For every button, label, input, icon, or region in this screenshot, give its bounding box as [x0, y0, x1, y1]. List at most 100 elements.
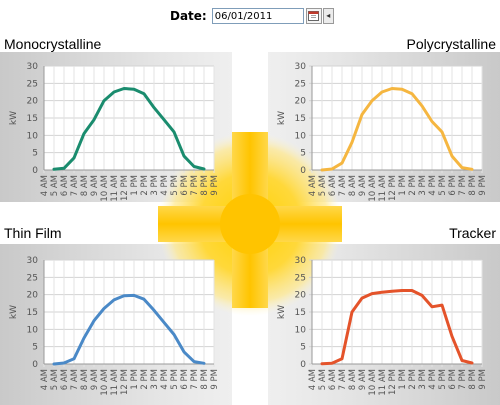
- x-tick-label: 12 PM: [388, 175, 398, 201]
- date-input[interactable]: [211, 8, 304, 24]
- y-tick-label: 5: [32, 149, 38, 159]
- x-tick-label: 6 PM: [180, 369, 190, 390]
- y-tick-label: 0: [300, 360, 306, 370]
- y-tick-label: 20: [295, 291, 307, 301]
- date-label: Date:: [170, 9, 207, 23]
- x-tick-label: 10 AM: [368, 175, 378, 202]
- x-tick-label: 5 PM: [438, 369, 448, 390]
- x-tick-label: 1 PM: [130, 175, 140, 196]
- monocrystalline-chart: 0 5 10 15 20 25 30 4 AM 5 AM 6 AM 7 AM 8 AM 9 AM 10 A…: [9, 62, 220, 202]
- y-tick-label: 10: [295, 131, 307, 141]
- x-tick-label: 6 AM: [60, 175, 70, 196]
- x-tick-label: 2 PM: [408, 175, 418, 196]
- previous-date-button[interactable]: ◂: [322, 8, 334, 24]
- x-tick-label: 2 PM: [140, 175, 150, 196]
- y-tick-label: 25: [27, 79, 38, 89]
- x-tick-label: 6 PM: [448, 369, 458, 390]
- x-tick-label: 7 PM: [190, 369, 200, 390]
- x-tick-label: 9 PM: [210, 369, 220, 390]
- y-tick-label: 30: [295, 256, 307, 266]
- x-tick-label: 3 PM: [150, 369, 160, 390]
- x-tick-label: 5 AM: [50, 369, 60, 390]
- y-tick-label: 25: [27, 273, 38, 283]
- series-line: [320, 87, 474, 172]
- x-tick-label: 1 PM: [398, 369, 408, 390]
- y-axis-label: kW: [277, 305, 287, 319]
- y-tick-label: 5: [300, 149, 306, 159]
- x-tick-label: 9 AM: [358, 175, 368, 196]
- x-tick-label: 5 PM: [438, 175, 448, 196]
- y-tick-label: 10: [27, 325, 39, 335]
- x-tick-label: 11 AM: [110, 369, 120, 396]
- y-tick-label: 5: [300, 343, 306, 353]
- x-tick-label: 3 PM: [418, 369, 428, 390]
- x-tick-label: 11 AM: [378, 369, 388, 396]
- series-line: [52, 87, 206, 171]
- x-tick-label: 9 PM: [478, 175, 488, 196]
- x-tick-label: 6 PM: [180, 175, 190, 196]
- x-tick-label: 3 PM: [418, 175, 428, 196]
- x-tick-label: 2 PM: [408, 369, 418, 390]
- x-tick-label: 7 AM: [70, 175, 80, 196]
- x-tick-label: 8 PM: [200, 175, 210, 196]
- x-tick-label: 4 PM: [428, 175, 438, 196]
- x-tick-label: 8 AM: [348, 175, 358, 196]
- y-axis-label: kW: [9, 305, 19, 319]
- y-axis-label: kW: [9, 111, 19, 125]
- x-tick-label: 9 AM: [90, 175, 100, 196]
- series-line: [320, 289, 474, 366]
- x-tick-label: 4 AM: [308, 175, 318, 196]
- y-tick-label: 15: [27, 308, 38, 318]
- calendar-icon: [308, 11, 320, 21]
- x-tick-label: 10 AM: [100, 369, 110, 396]
- x-tick-label: 11 AM: [378, 175, 388, 202]
- x-tick-label: 5 AM: [50, 175, 60, 196]
- x-tick-label: 8 PM: [468, 175, 478, 196]
- x-tick-label: 8 PM: [200, 369, 210, 390]
- x-tick-label: 2 PM: [140, 369, 150, 390]
- x-tick-label: 4 AM: [40, 369, 50, 390]
- x-tick-label: 8 AM: [80, 175, 90, 196]
- x-tick-label: 4 PM: [160, 369, 170, 390]
- x-tick-label: 4 AM: [40, 175, 50, 196]
- x-tick-label: 7 AM: [70, 369, 80, 390]
- x-tick-label: 12 PM: [120, 369, 130, 395]
- x-tick-label: 12 PM: [120, 175, 130, 201]
- x-tick-label: 9 AM: [358, 369, 368, 390]
- x-tick-label: 11 AM: [110, 175, 120, 202]
- series-line: [52, 293, 206, 366]
- y-tick-label: 20: [295, 97, 307, 107]
- x-tick-label: 7 AM: [338, 175, 348, 196]
- x-tick-label: 7 PM: [458, 175, 468, 196]
- date-control: Date: ◂: [170, 7, 334, 25]
- x-tick-label: 9 PM: [478, 369, 488, 390]
- x-tick-label: 7 AM: [338, 369, 348, 390]
- y-tick-label: 0: [300, 166, 306, 176]
- x-tick-label: 4 PM: [160, 175, 170, 196]
- y-tick-label: 0: [32, 166, 38, 176]
- x-tick-label: 5 PM: [170, 175, 180, 196]
- y-tick-label: 10: [295, 325, 307, 335]
- x-tick-label: 7 PM: [458, 369, 468, 390]
- x-tick-label: 5 PM: [170, 369, 180, 390]
- x-tick-label: 4 AM: [308, 369, 318, 390]
- x-tick-label: 7 PM: [190, 175, 200, 196]
- y-tick-label: 0: [32, 360, 38, 370]
- y-tick-label: 30: [27, 256, 39, 266]
- y-tick-label: 30: [27, 62, 39, 72]
- chart-title-thin-film: Thin Film: [4, 225, 62, 241]
- y-tick-label: 15: [295, 114, 306, 124]
- x-tick-label: 4 PM: [428, 369, 438, 390]
- y-tick-label: 5: [32, 343, 38, 353]
- chart-title-monocrystalline: Monocrystalline: [4, 36, 102, 52]
- x-tick-label: 8 AM: [80, 369, 90, 390]
- x-tick-label: 9 AM: [90, 369, 100, 390]
- x-tick-label: 5 AM: [318, 175, 328, 196]
- x-tick-label: 6 PM: [448, 175, 458, 196]
- y-axis-label: kW: [277, 111, 287, 125]
- y-tick-label: 30: [295, 62, 307, 72]
- x-tick-label: 6 AM: [328, 369, 338, 390]
- x-tick-label: 1 PM: [398, 175, 408, 196]
- x-tick-label: 10 AM: [100, 175, 110, 202]
- calendar-button[interactable]: [305, 8, 322, 24]
